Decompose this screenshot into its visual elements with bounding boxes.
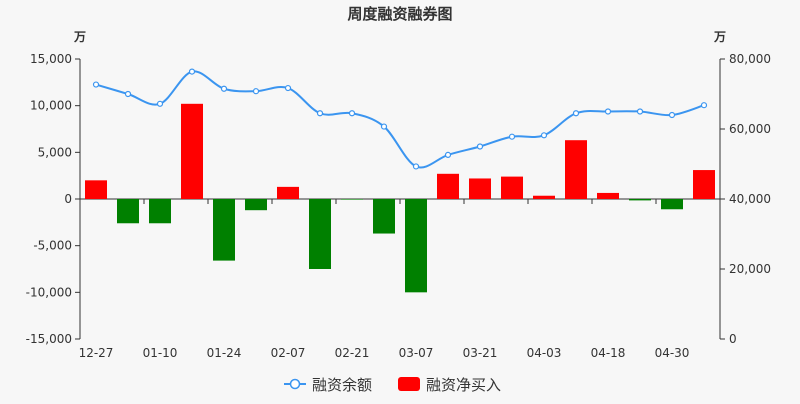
bar [309, 199, 331, 269]
x-tick-label: 12-27 [79, 346, 114, 360]
bar [277, 186, 299, 199]
balance-point [700, 102, 708, 109]
bar [373, 199, 395, 234]
balance-point [220, 85, 228, 92]
x-tick-label: 03-07 [399, 346, 434, 360]
bar [181, 103, 203, 199]
left-tick-label: -5,000 [33, 239, 72, 253]
line-group [92, 68, 708, 170]
balance-point [348, 110, 356, 117]
axes-group: 15,000 10,000 5,000 0 -5,000 -10,000 -15,000 80… [26, 52, 771, 360]
balance-point [476, 143, 484, 150]
balance-point [188, 68, 196, 75]
balance-point [156, 100, 164, 107]
balance-point [668, 111, 676, 119]
bars-group [85, 103, 715, 293]
x-tick-label: 02-07 [271, 346, 306, 360]
x-tick-label: 01-10 [143, 346, 178, 360]
bar [437, 173, 459, 199]
balance-point [572, 110, 580, 117]
balance-point [508, 133, 516, 140]
bar [85, 180, 107, 199]
balance-point [444, 151, 452, 158]
legend[interactable]: 融资余额 融资净买入 [284, 376, 501, 394]
right-axis-unit: 万 [713, 30, 726, 44]
balance-point [636, 108, 644, 115]
balance-point [540, 132, 548, 139]
right-tick-label: 80,000 [729, 52, 771, 66]
rounded-rect-icon [398, 377, 420, 391]
left-axis-unit: 万 [73, 30, 86, 44]
bar [405, 199, 427, 293]
bar [565, 140, 587, 199]
line-circle-icon-marker [289, 378, 301, 390]
legend-item-balance[interactable]: 融资余额 [284, 376, 372, 394]
balance-point [284, 84, 292, 92]
legend-item-net-buy[interactable]: 融资净买入 [398, 376, 501, 394]
balance-point [412, 163, 420, 170]
left-tick-label: 5,000 [38, 145, 72, 159]
x-tick-label: 04-03 [527, 346, 562, 360]
bar [661, 199, 683, 210]
balance-point [604, 108, 612, 115]
balance-point [380, 123, 388, 130]
bar [533, 195, 555, 199]
x-tick-label: 04-18 [591, 346, 626, 360]
bar [213, 199, 235, 261]
x-tick-label: 04-30 [655, 346, 690, 360]
bar [149, 199, 171, 224]
x-tick-label: 01-24 [207, 346, 242, 360]
left-tick-label: -15,000 [26, 332, 72, 346]
left-tick-label: 15,000 [30, 52, 72, 66]
bar [117, 199, 139, 224]
bar [693, 170, 715, 199]
x-tick-label: 02-21 [335, 346, 370, 360]
bar [341, 199, 363, 200]
bar [469, 178, 491, 199]
balance-point [316, 110, 324, 117]
bar [597, 192, 619, 199]
chart-title: 周度融资融券图 [347, 5, 452, 23]
left-tick-label: 0 [64, 192, 72, 206]
bar [629, 199, 651, 201]
legend-label-balance: 融资余额 [312, 376, 372, 394]
right-tick-label: 0 [729, 332, 737, 346]
right-tick-label: 20,000 [729, 262, 771, 276]
bar [245, 199, 267, 211]
left-tick-label: 10,000 [30, 99, 72, 113]
bar [501, 176, 523, 199]
balance-point [124, 90, 132, 98]
left-tick-label: -10,000 [26, 285, 72, 299]
balance-point [92, 81, 100, 88]
legend-label-net-buy: 融资净买入 [426, 376, 501, 394]
balance-point [252, 88, 260, 95]
right-tick-label: 60,000 [729, 122, 771, 136]
right-tick-label: 40,000 [729, 192, 771, 206]
x-tick-label: 03-21 [463, 346, 498, 360]
